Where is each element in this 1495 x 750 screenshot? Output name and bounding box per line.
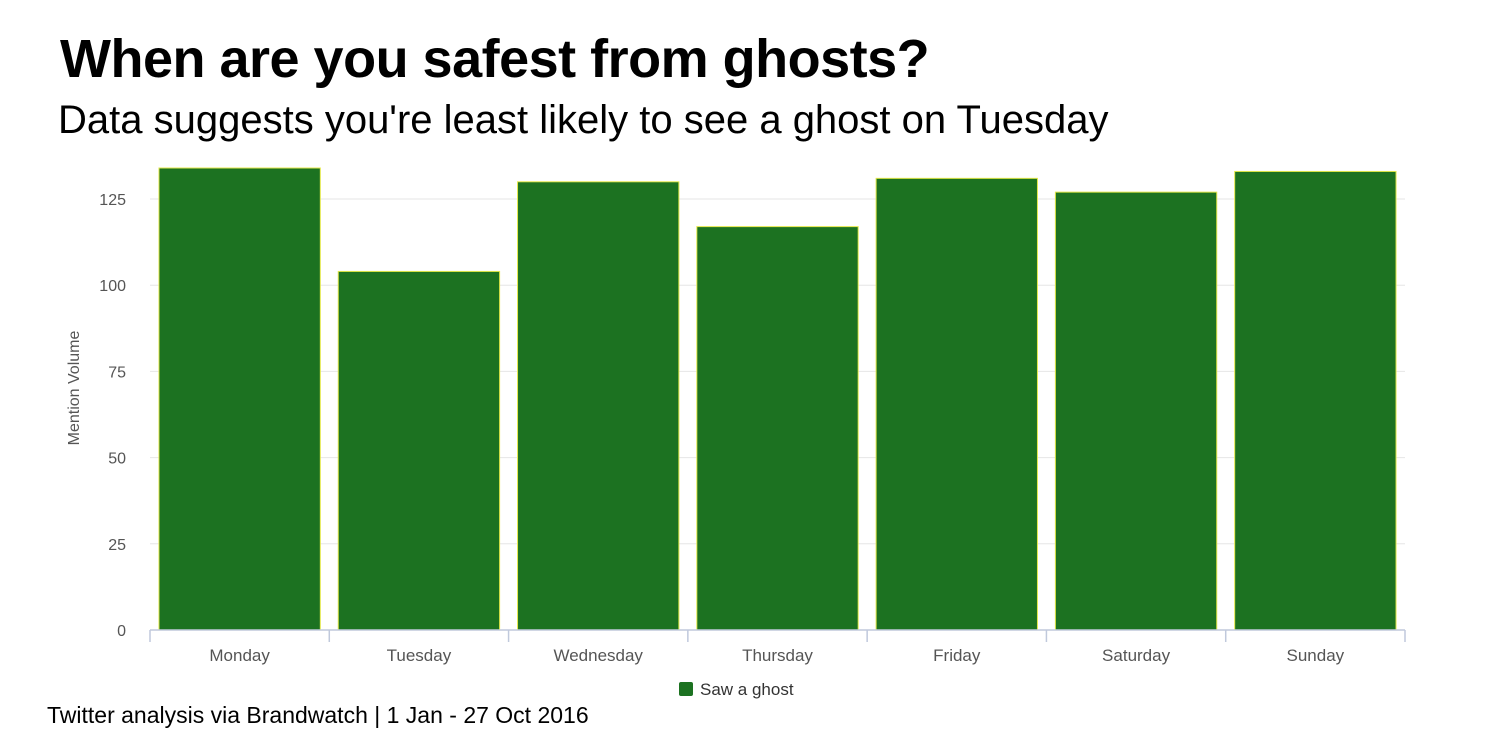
bar[interactable] xyxy=(875,177,1038,631)
legend-label[interactable]: Saw a ghost xyxy=(700,680,794,699)
bar[interactable] xyxy=(517,181,680,631)
y-tick-label: 50 xyxy=(108,451,126,468)
y-tick-label: 125 xyxy=(99,192,126,209)
x-tick-label: Saturday xyxy=(1102,646,1171,665)
bar[interactable] xyxy=(696,226,859,631)
x-tick-label: Tuesday xyxy=(387,646,452,665)
x-tick-label: Friday xyxy=(933,646,981,665)
bar-chart: 0 25 50 75 100 125 Mention Volume Monday Tuesday… xyxy=(66,167,1406,699)
source-footnote: Twitter analysis via Brandwatch | 1 Jan … xyxy=(47,702,589,728)
bar[interactable] xyxy=(337,270,501,631)
x-tick-label: Sunday xyxy=(1287,646,1345,665)
legend-swatch[interactable] xyxy=(679,682,693,696)
x-tick-label: Monday xyxy=(209,646,270,665)
bars xyxy=(158,167,1397,631)
y-tick-label: 100 xyxy=(99,278,126,295)
x-tick-label: Thursday xyxy=(742,646,813,665)
y-tick-label: 75 xyxy=(108,364,126,381)
bar[interactable] xyxy=(158,167,321,631)
bar[interactable] xyxy=(1054,191,1218,631)
axes: 0 25 50 75 100 125 Mention Volume Monday Tuesday… xyxy=(66,192,1406,665)
x-tick-label: Wednesday xyxy=(553,646,643,665)
chart-title: When are you safest from ghosts? xyxy=(60,29,930,89)
legend[interactable]: Saw a ghost xyxy=(679,680,794,699)
bar[interactable] xyxy=(1234,170,1397,631)
y-axis-title: Mention Volume xyxy=(66,331,83,446)
y-tick-label: 0 xyxy=(117,623,126,640)
chart-subtitle: Data suggests you're least likely to see… xyxy=(58,98,1109,142)
y-tick-label: 25 xyxy=(108,537,126,554)
